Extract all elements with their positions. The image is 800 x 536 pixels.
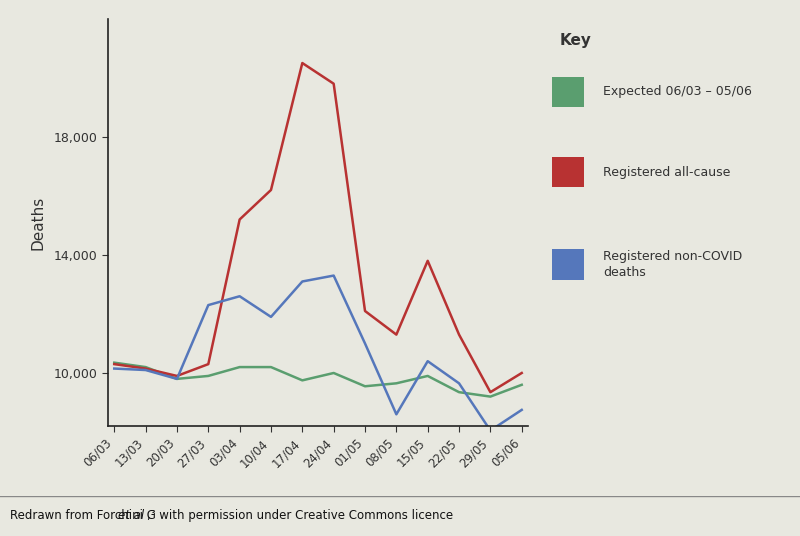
Y-axis label: Deaths: Deaths <box>30 195 46 250</box>
FancyBboxPatch shape <box>552 77 584 107</box>
Text: ,³ with permission under Creative Commons licence: ,³ with permission under Creative Common… <box>147 509 454 523</box>
Text: Redrawn from Forchini G: Redrawn from Forchini G <box>10 509 160 523</box>
Text: Registered non-COVID
deaths: Registered non-COVID deaths <box>603 250 742 279</box>
Text: Expected 06/03 – 05/06: Expected 06/03 – 05/06 <box>603 85 752 99</box>
FancyBboxPatch shape <box>552 157 584 188</box>
Text: Key: Key <box>559 33 591 48</box>
Text: et al: et al <box>118 509 145 523</box>
FancyBboxPatch shape <box>552 249 584 280</box>
Text: Registered all-cause: Registered all-cause <box>603 166 731 178</box>
